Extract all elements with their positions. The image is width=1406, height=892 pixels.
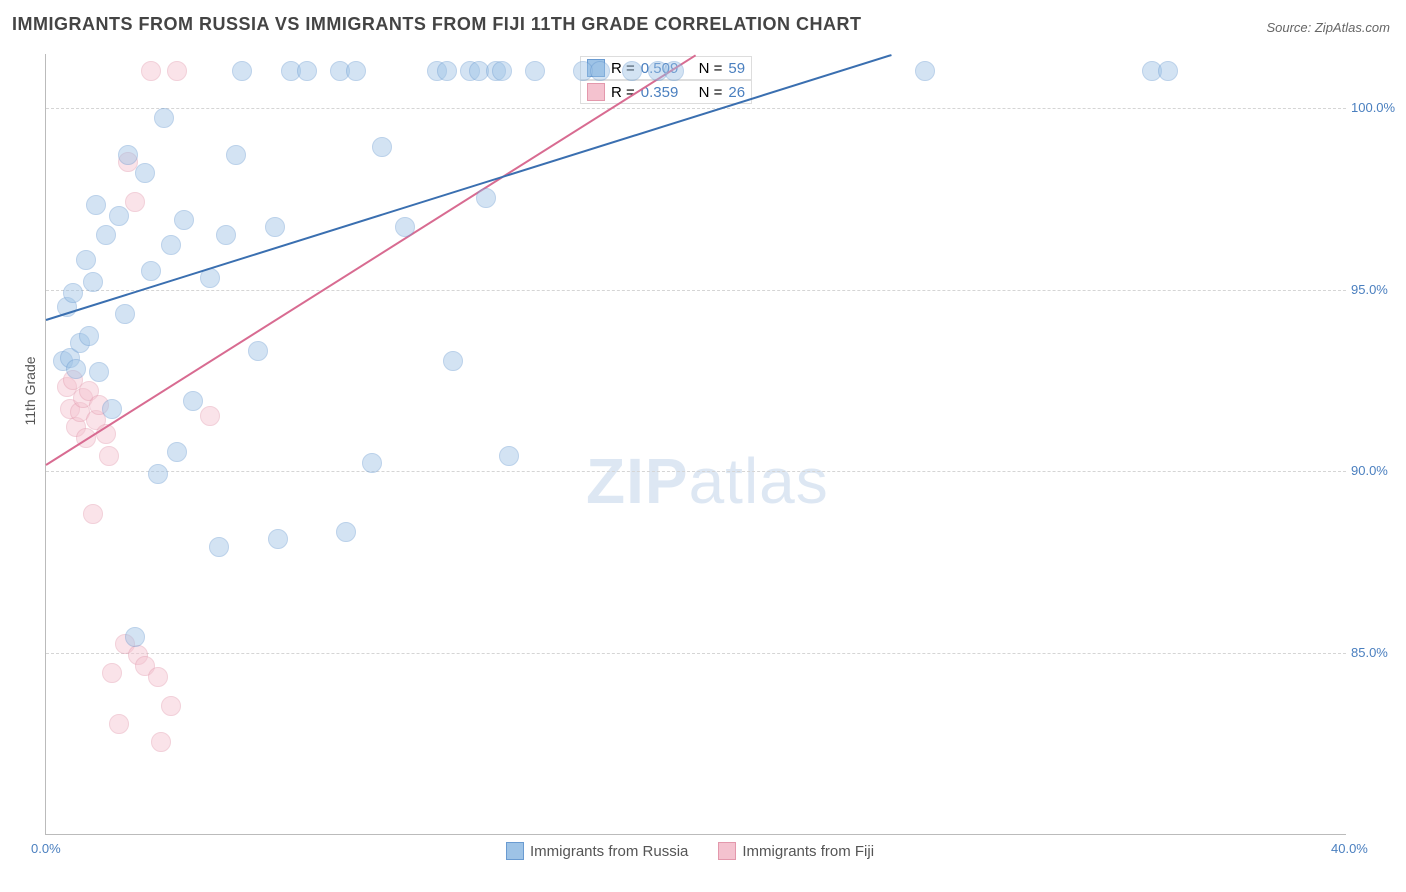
swatch-russia-2 bbox=[506, 842, 524, 860]
swatch-fiji-2 bbox=[718, 842, 736, 860]
data-point bbox=[492, 61, 512, 81]
data-point bbox=[265, 217, 285, 237]
data-point bbox=[109, 714, 129, 734]
data-point bbox=[443, 351, 463, 371]
source-link[interactable]: ZipAtlas.com bbox=[1315, 20, 1390, 35]
data-point bbox=[161, 696, 181, 716]
data-point bbox=[148, 464, 168, 484]
data-point bbox=[63, 283, 83, 303]
swatch-fiji bbox=[587, 83, 605, 101]
data-point bbox=[622, 61, 642, 81]
data-point bbox=[248, 341, 268, 361]
gridline bbox=[46, 108, 1346, 109]
data-point bbox=[183, 391, 203, 411]
data-point bbox=[141, 61, 161, 81]
data-point bbox=[664, 61, 684, 81]
y-tick-label: 100.0% bbox=[1351, 100, 1401, 115]
data-point bbox=[102, 399, 122, 419]
x-tick-label: 40.0% bbox=[1331, 841, 1368, 856]
series-legend: Immigrants from Russia Immigrants from F… bbox=[506, 842, 874, 860]
data-point bbox=[346, 61, 366, 81]
data-point bbox=[395, 217, 415, 237]
data-point bbox=[200, 406, 220, 426]
data-point bbox=[476, 188, 496, 208]
data-point bbox=[89, 362, 109, 382]
data-point bbox=[99, 446, 119, 466]
data-point bbox=[268, 529, 288, 549]
legend-item-fiji: Immigrants from Fiji bbox=[718, 842, 874, 860]
data-point bbox=[151, 732, 171, 752]
data-point bbox=[79, 326, 99, 346]
trend-line bbox=[45, 54, 696, 466]
data-point bbox=[525, 61, 545, 81]
y-axis-label: 11th Grade bbox=[22, 356, 38, 425]
data-point bbox=[83, 504, 103, 524]
data-point bbox=[226, 145, 246, 165]
gridline bbox=[46, 290, 1346, 291]
data-point bbox=[148, 667, 168, 687]
data-point bbox=[174, 210, 194, 230]
data-point bbox=[115, 304, 135, 324]
watermark: ZIPatlas bbox=[586, 444, 829, 518]
data-point bbox=[590, 61, 610, 81]
data-point bbox=[915, 61, 935, 81]
data-point bbox=[297, 61, 317, 81]
y-tick-label: 85.0% bbox=[1351, 645, 1401, 660]
data-point bbox=[66, 359, 86, 379]
data-point bbox=[167, 442, 187, 462]
data-point bbox=[86, 195, 106, 215]
data-point bbox=[141, 261, 161, 281]
data-point bbox=[154, 108, 174, 128]
gridline bbox=[46, 653, 1346, 654]
data-point bbox=[437, 61, 457, 81]
legend-item-russia: Immigrants from Russia bbox=[506, 842, 688, 860]
gridline bbox=[46, 471, 1346, 472]
y-tick-label: 90.0% bbox=[1351, 463, 1401, 478]
data-point bbox=[135, 163, 155, 183]
data-point bbox=[76, 250, 96, 270]
data-point bbox=[125, 192, 145, 212]
data-point bbox=[372, 137, 392, 157]
data-point bbox=[96, 225, 116, 245]
data-point bbox=[161, 235, 181, 255]
data-point bbox=[125, 627, 145, 647]
legend-row-fiji: R = 0.359 N = 26 bbox=[580, 80, 752, 104]
data-point bbox=[83, 272, 103, 292]
data-point bbox=[362, 453, 382, 473]
data-point bbox=[499, 446, 519, 466]
y-tick-label: 95.0% bbox=[1351, 282, 1401, 297]
data-point bbox=[167, 61, 187, 81]
chart-title: IMMIGRANTS FROM RUSSIA VS IMMIGRANTS FRO… bbox=[12, 14, 862, 35]
data-point bbox=[232, 61, 252, 81]
data-point bbox=[209, 537, 229, 557]
data-point bbox=[102, 663, 122, 683]
trend-line bbox=[46, 54, 892, 321]
data-point bbox=[1158, 61, 1178, 81]
data-point bbox=[216, 225, 236, 245]
data-point bbox=[109, 206, 129, 226]
data-point bbox=[118, 145, 138, 165]
source-attribution: Source: ZipAtlas.com bbox=[1266, 20, 1390, 35]
data-point bbox=[336, 522, 356, 542]
x-tick-label: 0.0% bbox=[31, 841, 61, 856]
plot-area: ZIPatlas R = 0.509 N = 59 R = 0.359 N = … bbox=[45, 54, 1346, 835]
